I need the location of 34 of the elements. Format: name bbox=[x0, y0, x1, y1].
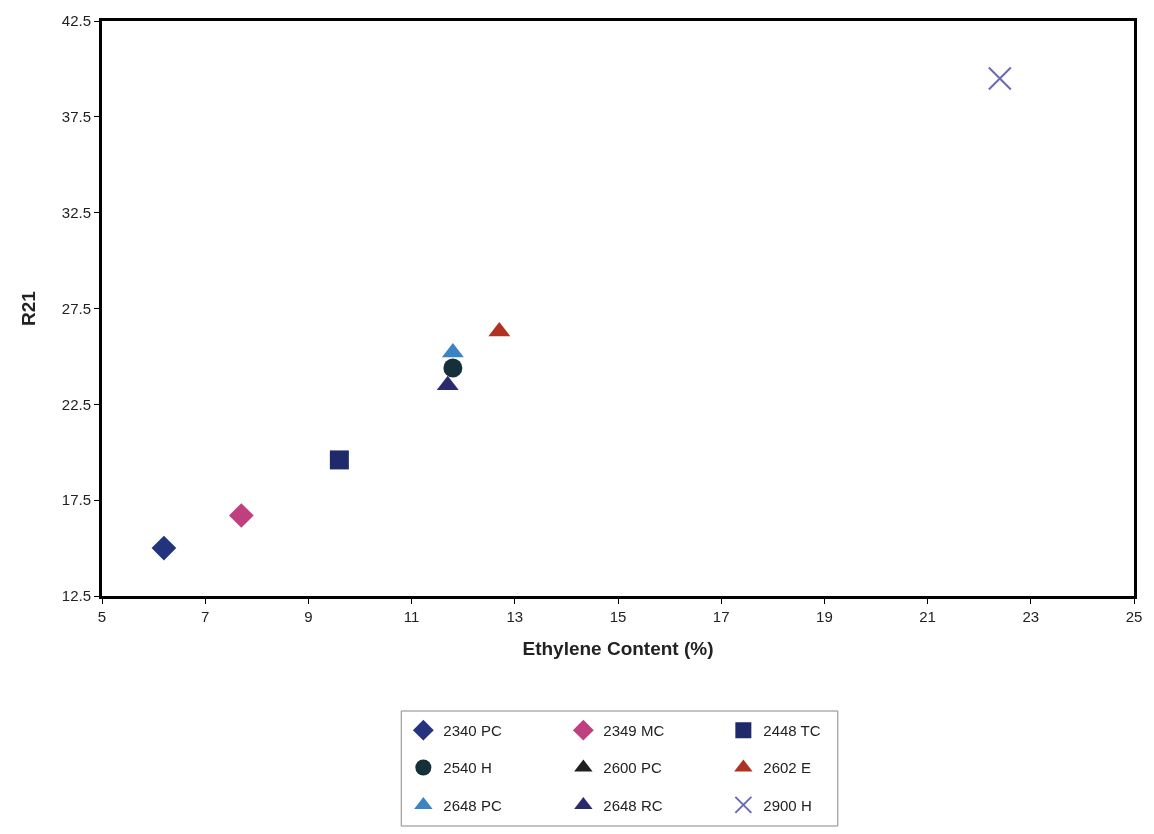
x-tick-label: 25 bbox=[1125, 608, 1143, 625]
point bbox=[329, 450, 349, 470]
legend-label: 2602 E bbox=[763, 759, 811, 777]
y-tick-label: 22.5 bbox=[61, 395, 91, 413]
x-tick-label: 7 bbox=[201, 608, 210, 625]
y-tick-label: 17.5 bbox=[61, 491, 91, 509]
legend-label: 2600 PC bbox=[603, 759, 662, 777]
x-tick-label: 11 bbox=[403, 608, 420, 625]
y-tick-label: 12.5 bbox=[61, 587, 91, 605]
x-tick-label: 21 bbox=[919, 608, 936, 625]
legend-label: 2349 MC bbox=[603, 721, 665, 739]
x-axis-title: Ethylene Content (%) bbox=[522, 637, 714, 659]
y-tick-label: 37.5 bbox=[61, 108, 91, 126]
x-tick-label: 23 bbox=[1022, 608, 1040, 625]
x-tick-label: 19 bbox=[816, 608, 833, 625]
y-tick-label: 32.5 bbox=[61, 203, 91, 221]
x-tick-label: 15 bbox=[609, 608, 627, 625]
point bbox=[987, 66, 1012, 91]
point bbox=[151, 535, 177, 561]
x-tick-label: 17 bbox=[712, 608, 730, 625]
legend-label: 2340 PC bbox=[443, 721, 502, 739]
y-tick-label: 42.5 bbox=[61, 12, 91, 30]
x-tick-label: 13 bbox=[506, 608, 524, 625]
legend-label: 2540 H bbox=[443, 759, 492, 777]
y-tick-label: 27.5 bbox=[61, 299, 91, 317]
x-tick-label: 5 bbox=[97, 608, 107, 625]
x-tick-label: 9 bbox=[304, 608, 313, 625]
legend-label: 2648 PC bbox=[443, 796, 502, 814]
y-axis-title: R21 bbox=[17, 290, 39, 326]
legend-label: 2648 RC bbox=[603, 796, 663, 814]
legend-label: 2900 H bbox=[763, 796, 812, 814]
point bbox=[443, 358, 463, 378]
legend-label: 2448 TC bbox=[763, 721, 821, 739]
point bbox=[228, 503, 254, 528]
